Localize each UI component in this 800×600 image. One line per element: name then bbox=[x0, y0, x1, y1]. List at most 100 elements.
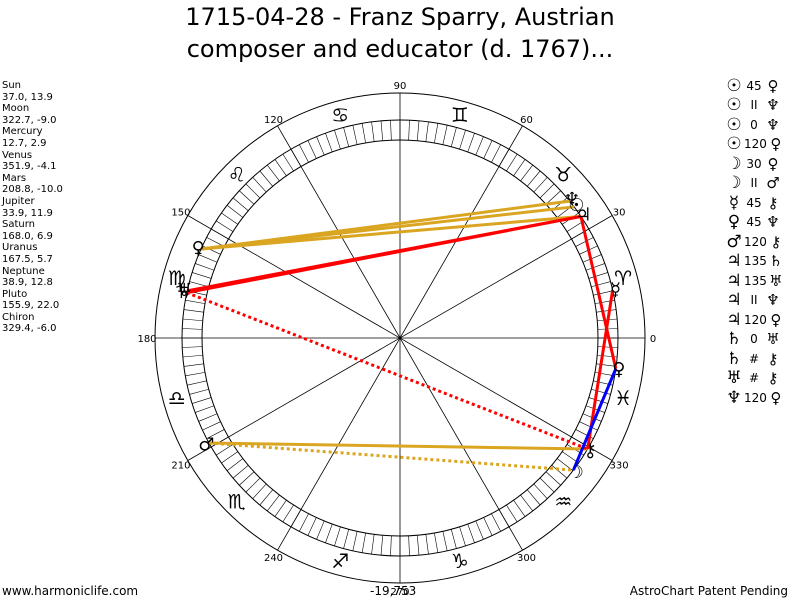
planet-name: Saturn bbox=[2, 219, 36, 231]
degree-tick bbox=[416, 120, 420, 141]
aspect-row: ☽ II ♂ bbox=[724, 174, 800, 194]
sign-glyph-cancer: ♋ bbox=[331, 103, 349, 127]
planet-coords: 167.5, 5.7 bbox=[2, 253, 53, 265]
degree-tick bbox=[226, 458, 244, 471]
degree-label: 60 bbox=[520, 115, 533, 126]
aspect-planet-1-glyph: ☉ bbox=[726, 75, 742, 96]
sign-glyph-capricorn: ♑ bbox=[451, 549, 469, 573]
aspect-planet-2-glyph: ♄ bbox=[769, 252, 783, 271]
sign-glyph-pisces: ♓ bbox=[614, 386, 632, 410]
degree-tick bbox=[597, 346, 618, 348]
degree-tick bbox=[202, 421, 221, 431]
degree-tick bbox=[425, 534, 429, 555]
degree-tick bbox=[282, 504, 294, 523]
degree-tick bbox=[582, 254, 602, 263]
aspect-type: 120 bbox=[744, 137, 767, 152]
aspect-row: ☉ 0 ♆ bbox=[724, 115, 800, 135]
planet-glyph-neptune: ♆ bbox=[564, 189, 580, 210]
aspect-type: 45 bbox=[746, 195, 762, 210]
degree-tick bbox=[539, 183, 555, 199]
planet-coords: 168.0, 6.9 bbox=[2, 230, 53, 242]
degree-tick bbox=[221, 212, 238, 225]
house-spoke bbox=[187, 215, 613, 461]
degree-tick bbox=[215, 444, 234, 456]
degree-tick bbox=[442, 531, 448, 551]
aspect-planet-1-glyph: ♅ bbox=[726, 368, 742, 389]
aspect-planet-1-glyph: ♀ bbox=[727, 212, 741, 233]
aspect-row: ♂ 120 ⚷ bbox=[724, 232, 800, 252]
aspect-planet-2-glyph: ♀ bbox=[770, 310, 782, 329]
degree-tick bbox=[307, 140, 317, 159]
planet-glyph-sun: ☉ bbox=[568, 195, 584, 216]
planet-glyph-saturn: ♄ bbox=[176, 282, 192, 303]
aspect-planet-1-glyph: ♃ bbox=[726, 290, 742, 311]
aspect-line bbox=[572, 368, 618, 471]
aspect-planet-2-glyph: ♆ bbox=[766, 115, 780, 134]
aspect-row: ☉ 45 ♀ bbox=[724, 76, 800, 96]
degree-label: 210 bbox=[171, 461, 190, 472]
degree-tick bbox=[513, 500, 526, 517]
website-link[interactable]: www.harmoniclife.com bbox=[2, 584, 139, 598]
patent-note: AstroChart Patent Pending bbox=[629, 584, 788, 598]
degree-label: 180 bbox=[137, 334, 156, 345]
degree-tick bbox=[182, 346, 203, 348]
aspect-line bbox=[200, 214, 582, 251]
degree-tick bbox=[267, 494, 280, 512]
degree-tick bbox=[416, 535, 420, 556]
aspect-row: ♃ 120 ♀ bbox=[724, 310, 800, 330]
planet-coords: 322.7, -9.0 bbox=[2, 114, 57, 126]
aspect-row: ♀ 45 ♆ bbox=[724, 213, 800, 233]
degree-tick bbox=[239, 471, 255, 486]
aspect-type: 30 bbox=[746, 156, 762, 171]
planet-coords: 12.7, 2.9 bbox=[2, 137, 47, 149]
sign-glyph-libra: ♎ bbox=[168, 386, 186, 410]
aspect-planet-2-glyph: ♆ bbox=[766, 213, 780, 232]
aspect-row: ♃ II ♆ bbox=[724, 291, 800, 311]
degree-tick bbox=[182, 354, 203, 358]
degree-tick bbox=[527, 170, 541, 187]
aspect-type: II bbox=[750, 98, 758, 113]
planet-name: Moon bbox=[2, 103, 30, 115]
degree-tick bbox=[450, 127, 457, 147]
degree-tick bbox=[226, 205, 244, 218]
degree-tick bbox=[221, 451, 238, 464]
aspect-line bbox=[208, 441, 574, 472]
degree-tick bbox=[274, 159, 287, 176]
aspect-row: ☉ II ♆ bbox=[724, 96, 800, 116]
degree-tick bbox=[533, 483, 548, 499]
degree-tick bbox=[434, 123, 439, 144]
degree-tick bbox=[352, 125, 358, 145]
aspect-type: # bbox=[748, 371, 760, 386]
aspect-planet-1-glyph: ♂ bbox=[726, 231, 742, 252]
degree-label: 0 bbox=[650, 334, 656, 345]
degree-tick bbox=[195, 263, 215, 271]
degree-tick bbox=[533, 177, 548, 193]
degree-tick bbox=[182, 318, 203, 322]
aspect-type: 0 bbox=[750, 117, 758, 132]
degree-tick bbox=[539, 477, 555, 493]
aspect-type: 45 bbox=[746, 215, 762, 230]
degree-tick bbox=[185, 299, 206, 304]
aspect-planet-2-glyph: ♅ bbox=[766, 330, 780, 349]
degree-tick bbox=[183, 309, 204, 313]
planet-coords: 33.9, 11.9 bbox=[2, 207, 53, 219]
sign-glyph-virgo: ♍ bbox=[168, 266, 186, 290]
degree-tick bbox=[591, 281, 611, 288]
degree-tick bbox=[259, 170, 273, 187]
degree-tick bbox=[575, 237, 594, 247]
degree-tick bbox=[371, 121, 375, 142]
degree-tick bbox=[506, 504, 518, 523]
aspect-planet-2-glyph: ♀ bbox=[770, 135, 782, 154]
degree-tick bbox=[185, 372, 206, 377]
degree-tick bbox=[182, 328, 203, 330]
planet-coords: 155.9, 22.0 bbox=[2, 300, 60, 312]
aspect-row: ♃ 135 ♄ bbox=[724, 252, 800, 272]
sign-glyph-aquarius: ♒ bbox=[554, 489, 572, 513]
degree-tick bbox=[195, 405, 215, 413]
degree-tick bbox=[459, 129, 466, 150]
aspect-planet-1-glyph: ☉ bbox=[726, 114, 742, 135]
degree-tick bbox=[585, 263, 605, 271]
degree-tick bbox=[232, 197, 249, 211]
sign-glyph-taurus: ♉ bbox=[554, 163, 572, 187]
